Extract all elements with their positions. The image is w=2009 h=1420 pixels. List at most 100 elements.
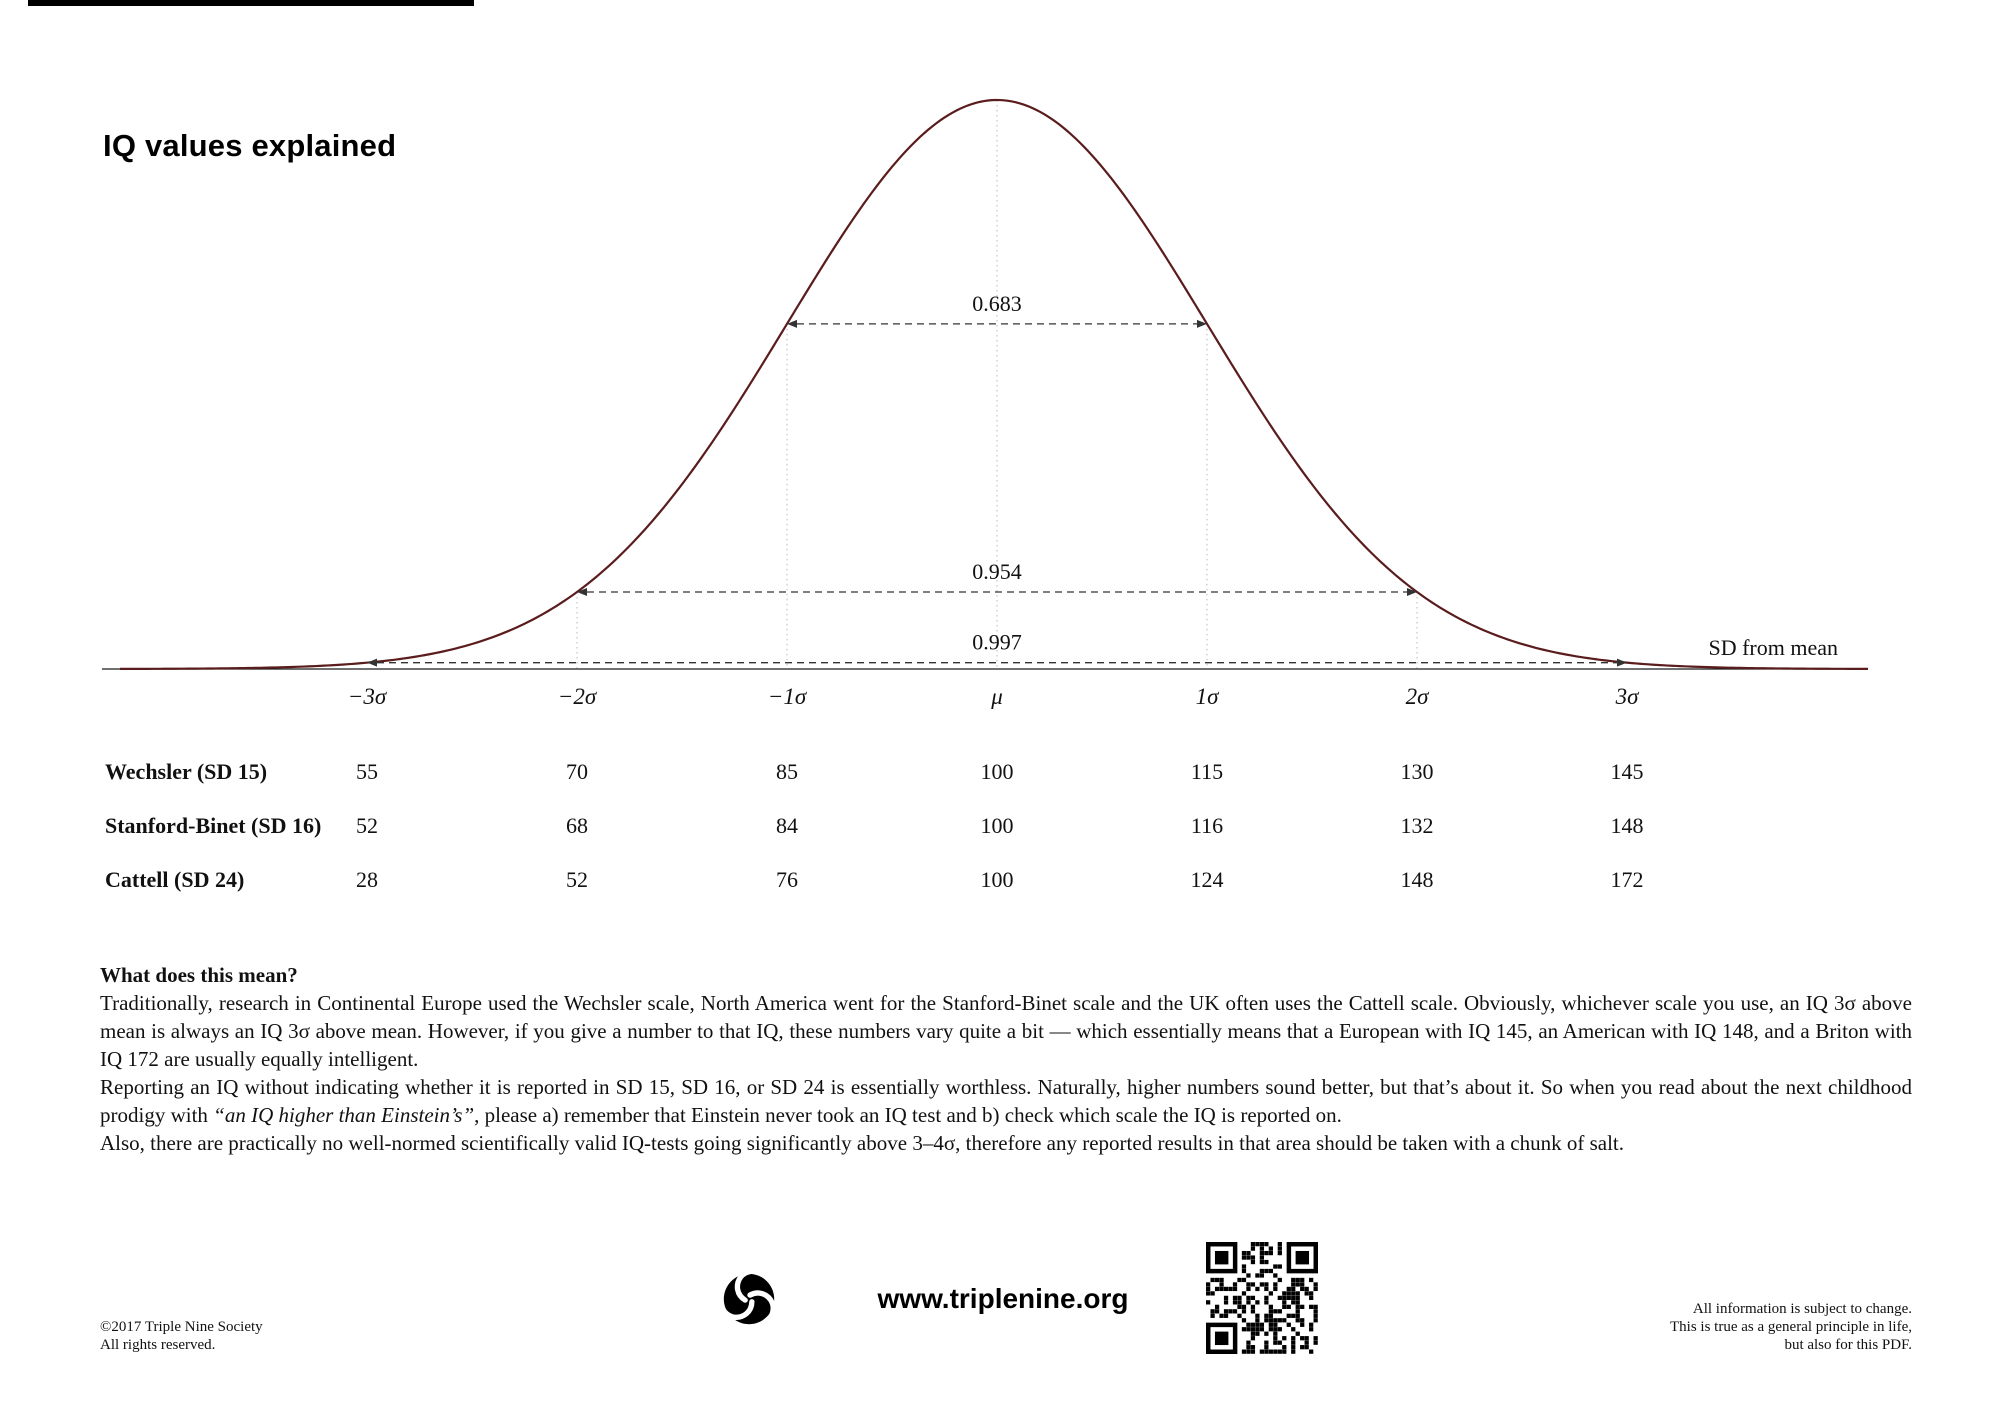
table-cell: 68 — [566, 813, 588, 838]
qr-module — [1228, 1309, 1233, 1314]
qr-module — [1309, 1304, 1314, 1309]
qr-module — [1241, 1250, 1247, 1256]
qr-module — [1264, 1300, 1269, 1305]
page-title: IQ values explained — [103, 128, 397, 163]
qr-module — [1259, 1268, 1265, 1274]
qr-module — [1291, 1277, 1296, 1283]
qr-module — [1295, 1318, 1300, 1323]
qr-module — [1241, 1291, 1247, 1296]
qr-module — [1250, 1255, 1256, 1260]
qr-module — [1241, 1327, 1247, 1332]
qr-module — [1273, 1264, 1278, 1269]
qr-module — [1223, 1286, 1229, 1292]
qr-module — [1273, 1336, 1278, 1341]
qr-module — [1313, 1313, 1318, 1318]
sigma-tick-label: 3σ — [1615, 684, 1639, 709]
qr-module — [1313, 1282, 1318, 1287]
qr-module — [1246, 1340, 1251, 1345]
qr-module — [1264, 1313, 1269, 1318]
qr-module — [1228, 1286, 1233, 1292]
qr-module — [1268, 1318, 1273, 1323]
qr-module — [1300, 1282, 1305, 1287]
copyright-line-2: All rights reserved. — [100, 1337, 216, 1353]
qr-module — [1237, 1295, 1242, 1301]
sigma-tick-label: −2σ — [557, 684, 597, 709]
qr-module — [1219, 1277, 1224, 1283]
qr-module — [1286, 1322, 1291, 1327]
qr-module — [1246, 1327, 1251, 1332]
coverage-probability-label: 0.997 — [972, 630, 1022, 655]
qr-module — [1264, 1250, 1269, 1256]
qr-module — [1255, 1273, 1260, 1278]
qr-module — [1214, 1286, 1220, 1292]
table-cell: 148 — [1400, 867, 1434, 892]
disclaimer-text: All information is subject to change. Th… — [1670, 1300, 1912, 1354]
qr-module — [1286, 1295, 1291, 1301]
qr-module — [1291, 1291, 1296, 1296]
qr-module — [1277, 1250, 1282, 1256]
qr-module — [1291, 1336, 1296, 1341]
paragraph-2: Reporting an IQ without indicating wheth… — [100, 1073, 1912, 1129]
table-cell: 52 — [356, 813, 378, 838]
qr-module — [1210, 1309, 1215, 1314]
qr-module — [1273, 1340, 1278, 1345]
website-link[interactable]: www.triplenine.org — [877, 1283, 1129, 1314]
qr-module — [1300, 1322, 1305, 1327]
table-cell: 145 — [1610, 759, 1644, 784]
coverage-probability-label: 0.954 — [972, 559, 1022, 584]
qr-module — [1259, 1242, 1265, 1247]
qr-module — [1300, 1304, 1305, 1309]
arrowhead-left — [787, 319, 797, 328]
qr-module — [1259, 1246, 1265, 1251]
table-row: Wechsler (SD 15) 55 70 85 100 115 130 145 — [0, 757, 2009, 787]
qr-module — [1246, 1273, 1251, 1278]
sigma-axis-labels: −3σ −2σ −1σ μ 1σ 2σ 3σ — [0, 684, 2009, 714]
table-row: Stanford-Binet (SD 16) 52 68 84 100 116 132 148 — [0, 811, 2009, 841]
qr-module — [1268, 1349, 1273, 1354]
qr-module — [1295, 1295, 1300, 1301]
qr-module — [1291, 1340, 1296, 1345]
qr-finder — [1214, 1250, 1229, 1265]
logo-swirl-arm — [718, 1295, 755, 1320]
qr-module — [1304, 1286, 1309, 1292]
qr-module — [1246, 1322, 1251, 1327]
qr-module — [1232, 1295, 1238, 1301]
qr-module — [1264, 1340, 1269, 1345]
table-cell: 124 — [1190, 867, 1224, 892]
qr-module — [1264, 1242, 1269, 1247]
qr-module — [1300, 1286, 1305, 1292]
table-cell: 70 — [566, 759, 588, 784]
qr-module — [1219, 1282, 1224, 1287]
qr-module — [1286, 1291, 1291, 1296]
qr-module — [1259, 1327, 1265, 1332]
qr-module — [1309, 1349, 1314, 1354]
qr-module — [1264, 1318, 1269, 1323]
table-row-label: Stanford-Binet (SD 16) — [105, 813, 322, 838]
paragraph-2-quote: “an IQ higher than Einstein’s” — [213, 1103, 475, 1127]
qr-module — [1277, 1327, 1282, 1332]
disclaimer-line-1: All information is subject to change. — [1692, 1301, 1912, 1317]
qr-module — [1295, 1300, 1300, 1305]
qr-finder — [1295, 1250, 1310, 1265]
qr-module — [1255, 1286, 1260, 1292]
qr-module — [1250, 1336, 1256, 1341]
table-cell: 130 — [1400, 759, 1434, 784]
table-cell: 148 — [1610, 813, 1644, 838]
qr-module — [1282, 1345, 1287, 1350]
paragraph-1: Traditionally, research in Continental E… — [100, 991, 1912, 1071]
qr-module — [1259, 1273, 1265, 1278]
logo-swirl-arm — [747, 1290, 776, 1328]
qr-module — [1273, 1322, 1278, 1327]
qr-module — [1309, 1295, 1314, 1301]
qr-module — [1259, 1255, 1265, 1260]
qr-module — [1313, 1286, 1318, 1292]
qr-module — [1241, 1264, 1247, 1269]
qr-module — [1309, 1322, 1314, 1327]
triple-nine-society-logo — [718, 1268, 776, 1328]
qr-module — [1232, 1309, 1238, 1314]
qr-module — [1259, 1250, 1265, 1256]
qr-module — [1250, 1322, 1256, 1327]
qr-module — [1273, 1349, 1278, 1354]
qr-module — [1273, 1273, 1278, 1278]
qr-module — [1223, 1295, 1229, 1301]
